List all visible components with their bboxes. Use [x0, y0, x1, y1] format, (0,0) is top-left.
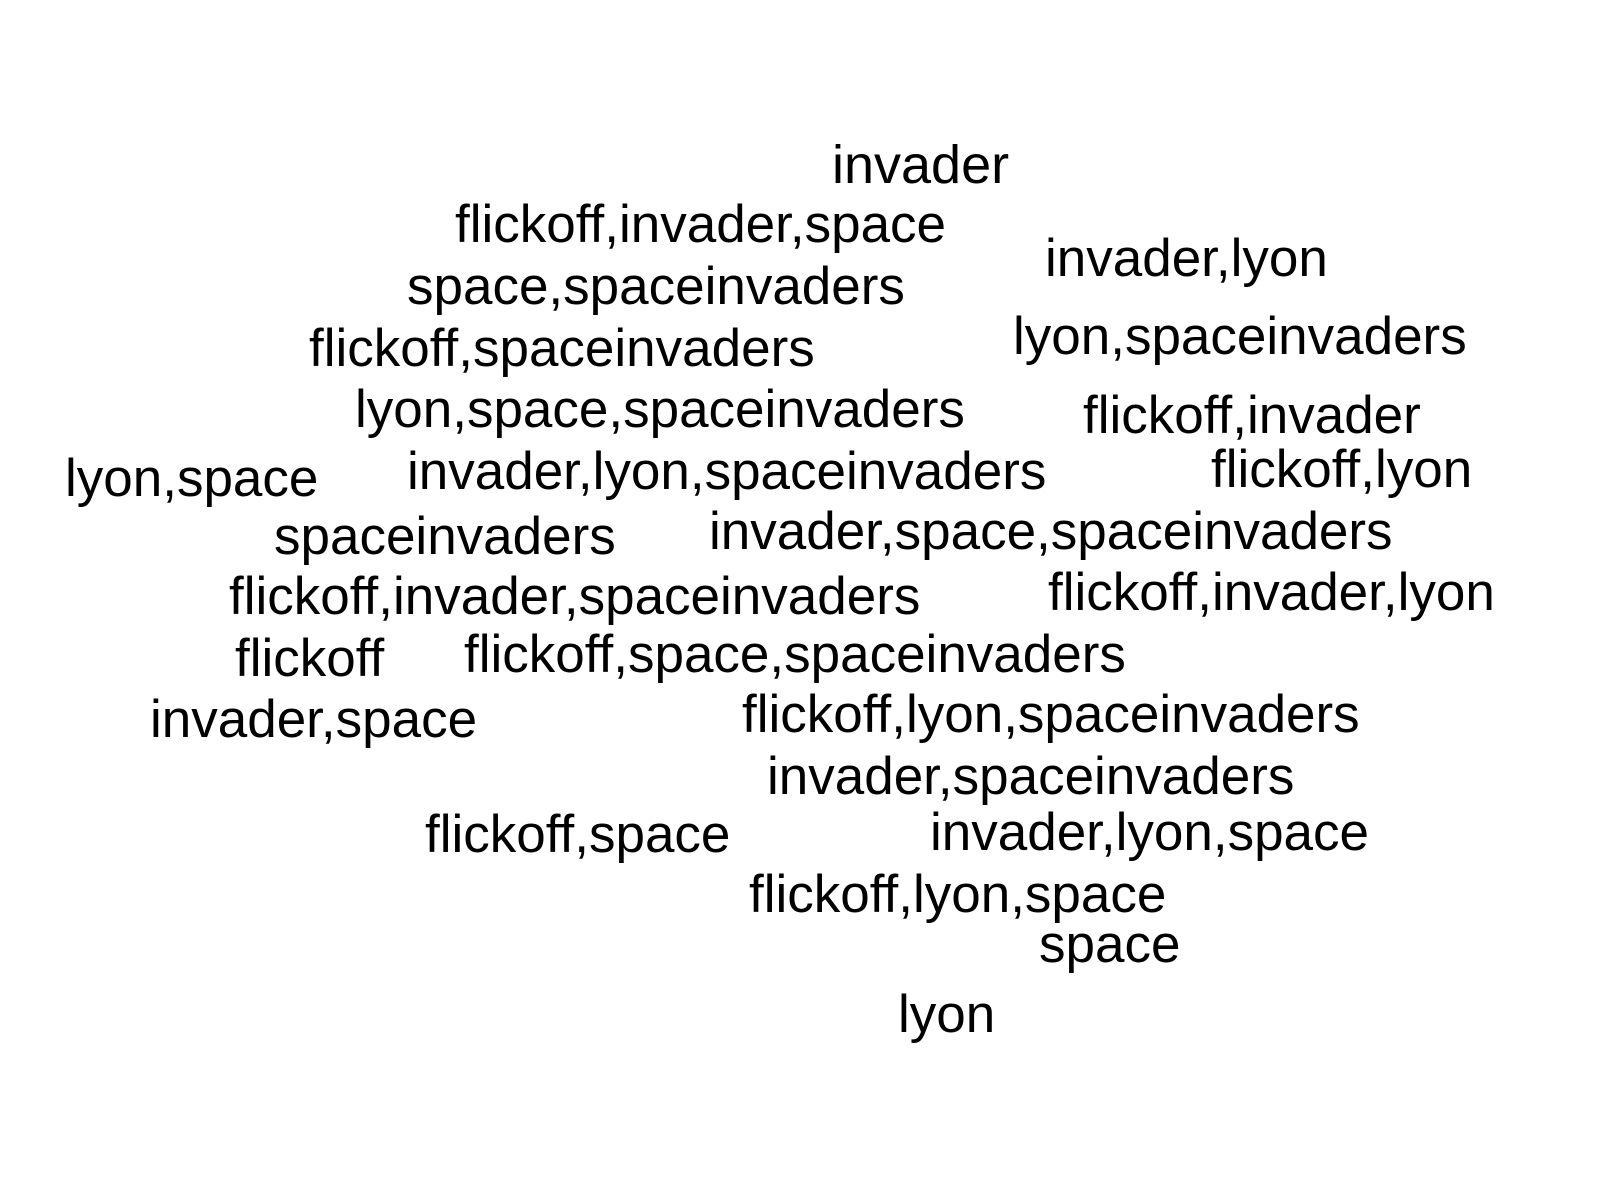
word-7: flickoff,invader	[1083, 386, 1421, 445]
word-19: invader,spaceinvaders	[767, 747, 1295, 806]
word-14: flickoff,invader,lyon	[1048, 563, 1495, 622]
word-0: invader	[832, 135, 1010, 195]
word-8: lyon,space	[65, 449, 319, 508]
word-2: invader,lyon	[1045, 229, 1328, 288]
word-23: space	[1039, 915, 1181, 974]
word-9: invader,lyon,spaceinvaders	[407, 442, 1047, 501]
word-1: flickoff,invader,space	[455, 195, 947, 254]
word-13: flickoff,invader,spaceinvaders	[229, 567, 921, 626]
word-4: flickoff,spaceinvaders	[309, 319, 815, 378]
word-18: flickoff,lyon,spaceinvaders	[742, 685, 1360, 744]
word-3: space,spaceinvaders	[407, 257, 905, 316]
word-12: invader,space,spaceinvaders	[709, 502, 1393, 561]
word-22: flickoff,lyon,space	[749, 865, 1167, 924]
word-17: invader,space	[150, 690, 478, 749]
word-6: lyon,space,spaceinvaders	[355, 380, 965, 439]
word-5: lyon,spaceinvaders	[1013, 307, 1467, 366]
word-21: invader,lyon,space	[930, 803, 1370, 862]
word-11: spaceinvaders	[274, 507, 616, 566]
word-10: flickoff,lyon	[1211, 440, 1473, 499]
word-16: flickoff,space,spaceinvaders	[464, 625, 1126, 684]
word-15: flickoff	[235, 629, 385, 688]
word-20: flickoff,space	[425, 805, 731, 864]
word-24: lyon	[898, 985, 996, 1044]
